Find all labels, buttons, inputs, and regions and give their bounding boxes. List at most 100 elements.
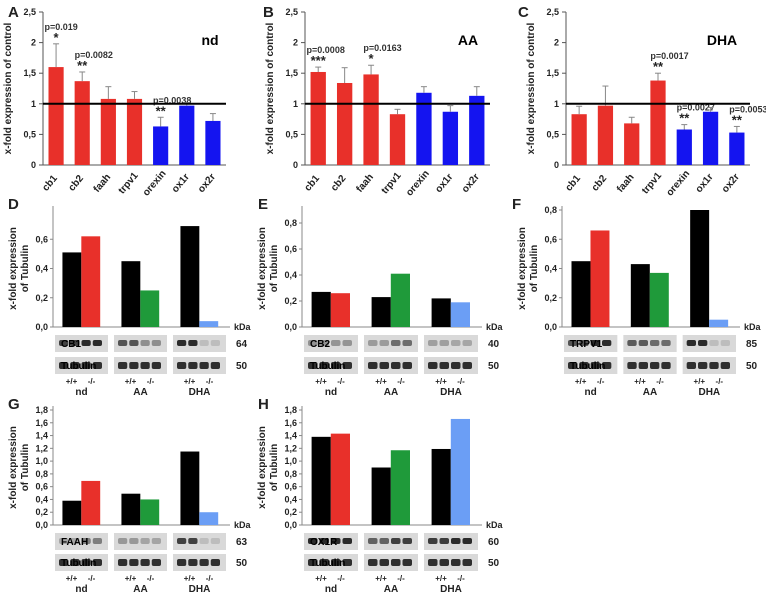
panel-h-tubulin-band [319,559,329,566]
panel-f-band [568,340,578,346]
panel-h-group-label: AA [384,584,398,595]
panel-g-bar [81,480,101,525]
panel-f-band [709,340,719,346]
panel-e-group-label: AA [384,387,398,398]
panel-a-ytick-label: 1 [31,99,36,109]
panel-d-kda-label: kDa [234,322,252,332]
panel-h-bar [390,450,410,525]
panel-g-band [177,538,187,544]
panel-e-bar [311,291,331,327]
panel-g-band [92,538,102,544]
panel-d-tubulin-band [129,362,139,369]
panel-a-bar [179,105,195,165]
panel-f-tubulin-strip [564,357,618,374]
panel-g-band [210,538,220,544]
panel-g-band [118,538,128,544]
panel-e-band [391,340,401,346]
panel-e-genotype-label: +/+ [375,377,387,386]
panel-g-protein-label: FAAH [61,537,88,548]
panel-c-significance: ** [732,112,743,127]
panel-g-loading-label: Tubulin [61,558,96,569]
panel-g-tubulin-band [140,559,150,566]
panel-c-pvalue: p=0.0017 [650,51,688,61]
panel-h-protein-label: OX1R [310,537,338,548]
panel-h-tubulin-band [428,559,438,566]
panel-g-ytick-label: 0,6 [35,482,48,492]
panel-d-letter: D [8,196,19,213]
panel-d-bar [180,226,200,327]
panel-g-tubulin-band [177,559,187,566]
panel-g-ylabel: x-fold expression [8,426,19,509]
panel-h-bar [371,467,391,525]
panel-c-xtick-label: cb2 [590,173,610,194]
panel-h-ytick-label: 1,8 [284,405,297,415]
panel-e-tubulin-band [391,362,401,369]
panel-e-blot-strip [424,335,478,352]
panel-c-significance: ** [653,59,664,74]
panel-f-genotype-label: +/+ [694,377,706,386]
panel-h-genotype-label: -/- [397,574,405,583]
panel-f-band-kda: 85 [746,339,758,350]
panel-a-bar [100,98,116,165]
panel-f-tubulin-band [650,362,660,369]
panel-g-bar [140,499,160,525]
panel-h-tubulin-band [439,559,449,566]
panel-f-blot-strip [564,335,618,352]
panel-c-ylabel: x-fold expression of control [526,22,537,154]
panel-g-band [70,538,80,544]
panel-a-xtick-label: ox2r [196,172,218,195]
panel-d-bar [121,261,141,327]
panel-f-tubulin-band [720,362,730,369]
panel-h-ytick-label: 1,4 [284,431,297,441]
panel-f-group-label: nd [585,387,597,398]
panel-g-ytick-label: 0,4 [35,494,48,504]
panel-e-bar [431,298,451,327]
panel-d-band [210,340,220,346]
panel-b-xtick-label: ox2r [460,172,482,195]
panel-e-tubulin-band [308,362,318,369]
panel-d-tubulin-band [140,362,150,369]
panel-d-group-label: DHA [189,387,211,398]
panel-g-letter: G [8,396,20,413]
panel-d-group-label: nd [75,387,87,398]
panel-d-tubulin-band [177,362,187,369]
panel-h-tubulin-band [451,559,461,566]
panel-g-group-label: AA [133,584,147,595]
panel-f-band [698,340,708,346]
panel-d-band-kda: 64 [236,339,248,350]
panel-h-genotype-label: +/+ [435,574,447,583]
panel-d-ylabel-2: of Tubulin [20,245,31,293]
panel-f-tubulin-band [709,362,719,369]
panel-g-band [129,538,139,544]
panel-a-bar [48,67,64,165]
panel-c-ytick-label: 1 [554,99,559,109]
panel-g-ylabel-2: of Tubulin [20,444,31,492]
panel-f-bar [649,272,669,327]
panel-g-band [140,538,150,544]
panel-g-genotype-label: +/+ [184,574,196,583]
panel-c-significance: ** [679,111,690,126]
panel-f-genotype-label: -/- [656,377,664,386]
panel-f-bar [630,264,650,327]
panel-f-tubulin-band [686,362,696,369]
panel-g-band [188,538,198,544]
panel-h-band [331,538,341,544]
panel-e-genotype-label: +/+ [435,377,447,386]
panel-c-bar [729,132,745,165]
panel-c-bar [676,129,692,165]
panel-f-ytick-label: 0,0 [544,322,557,332]
panel-g-genotype-label: -/- [88,574,96,583]
panel-e-tubulin-band [331,362,341,369]
panel-h-band [391,538,401,544]
panel-d-ytick-label: 0,6 [35,234,48,244]
panel-g-bar [199,512,219,525]
panel-g-tubulin-band [151,559,161,566]
panel-h-tubulin-band [379,559,389,566]
panel-d-band [140,340,150,346]
panel-a-bar [74,81,90,165]
panel-b-ytick-label: 1,5 [285,68,298,78]
panel-f-ytick-label: 0,6 [544,234,557,244]
panel-f-ytick-label: 0,8 [544,205,557,215]
panel-f-band [590,340,600,346]
panel-c-ytick-label: 2,5 [546,7,559,17]
